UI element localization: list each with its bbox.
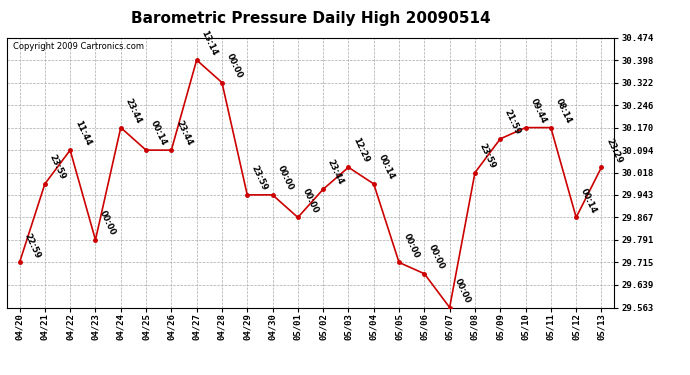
Text: 00:00: 00:00 bbox=[301, 187, 320, 214]
Text: 13:14: 13:14 bbox=[199, 29, 219, 57]
Text: 21:59: 21:59 bbox=[503, 108, 522, 136]
Text: Barometric Pressure Daily High 20090514: Barometric Pressure Daily High 20090514 bbox=[130, 11, 491, 26]
Text: 23:44: 23:44 bbox=[174, 119, 194, 147]
Text: 08:14: 08:14 bbox=[553, 97, 573, 125]
Text: 23:59: 23:59 bbox=[477, 142, 497, 170]
Text: 22:59: 22:59 bbox=[22, 232, 42, 260]
Text: 23:59: 23:59 bbox=[48, 153, 67, 181]
Text: 00:00: 00:00 bbox=[402, 232, 421, 260]
Text: Copyright 2009 Cartronics.com: Copyright 2009 Cartronics.com bbox=[13, 42, 144, 51]
Text: 23:29: 23:29 bbox=[604, 136, 624, 165]
Text: 23:44: 23:44 bbox=[124, 97, 143, 125]
Text: 11:44: 11:44 bbox=[73, 119, 92, 147]
Text: 00:14: 00:14 bbox=[377, 153, 396, 181]
Text: 23:44: 23:44 bbox=[326, 158, 346, 186]
Text: 00:00: 00:00 bbox=[275, 164, 295, 192]
Text: 09:44: 09:44 bbox=[529, 97, 548, 125]
Text: 00:00: 00:00 bbox=[98, 210, 117, 237]
Text: 00:00: 00:00 bbox=[427, 243, 446, 271]
Text: 23:59: 23:59 bbox=[250, 164, 269, 192]
Text: 00:14: 00:14 bbox=[149, 119, 168, 147]
Text: 00:00: 00:00 bbox=[453, 277, 472, 305]
Text: 00:14: 00:14 bbox=[579, 187, 598, 214]
Text: 00:00: 00:00 bbox=[225, 52, 244, 80]
Text: 12:29: 12:29 bbox=[351, 136, 371, 165]
